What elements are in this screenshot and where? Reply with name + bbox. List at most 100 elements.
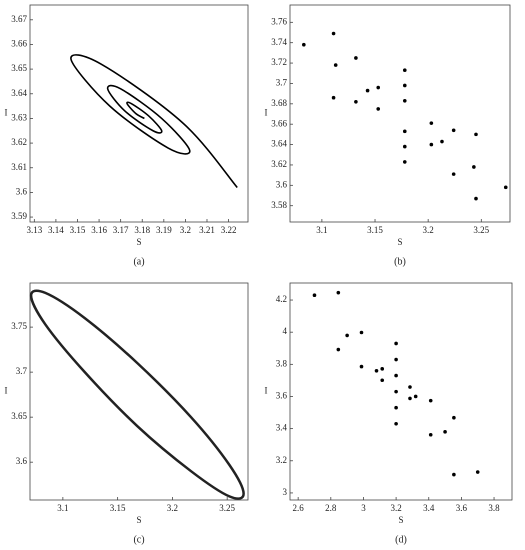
x-tick-label: 3.1 bbox=[57, 503, 68, 513]
point bbox=[394, 405, 398, 410]
y-tick-label: 3.62 bbox=[271, 159, 287, 169]
point bbox=[394, 373, 398, 378]
point bbox=[451, 128, 456, 133]
y-tick-label: 4 bbox=[283, 326, 288, 336]
point bbox=[474, 196, 478, 201]
point bbox=[402, 68, 407, 73]
x-axis-label: S bbox=[136, 515, 141, 525]
x-tick-label: 3.22 bbox=[221, 225, 237, 235]
point bbox=[394, 389, 398, 394]
x-tick-label: 3.8 bbox=[488, 503, 500, 513]
y-tick-label: 3.66 bbox=[11, 39, 27, 49]
y-tick-label: 4.2 bbox=[276, 294, 287, 304]
x-tick-label: 3 bbox=[361, 503, 366, 513]
y-tick-label: 3.7 bbox=[276, 78, 288, 88]
x-tick-label: 3.18 bbox=[134, 225, 150, 235]
y-tick-label: 3.66 bbox=[271, 118, 287, 128]
trajectory bbox=[29, 289, 245, 500]
y-tick-label: 3.76 bbox=[271, 16, 287, 26]
point bbox=[429, 121, 434, 125]
point bbox=[402, 129, 407, 134]
y-tick-label: 3.64 bbox=[11, 88, 27, 98]
y-tick-label: 3.2 bbox=[276, 455, 287, 465]
point bbox=[402, 98, 407, 103]
x-tick-label: 2.8 bbox=[325, 503, 337, 513]
point bbox=[376, 107, 381, 111]
x-tick-label: 3.13 bbox=[26, 225, 42, 235]
point bbox=[336, 347, 341, 352]
x-tick-label: 3.17 bbox=[113, 225, 129, 235]
x-tick-label: 3.6 bbox=[456, 503, 468, 513]
point bbox=[408, 396, 412, 401]
y-tick-label: 3.64 bbox=[271, 139, 287, 149]
y-tick-label: 3.65 bbox=[11, 63, 27, 73]
point bbox=[374, 368, 379, 373]
x-axis-label: S bbox=[398, 515, 403, 525]
panel-caption: (b) bbox=[394, 256, 406, 267]
plot-frame bbox=[289, 4, 511, 223]
point bbox=[359, 364, 364, 369]
y-tick-label: 3.67 bbox=[11, 14, 27, 24]
point bbox=[402, 83, 407, 88]
point bbox=[394, 357, 398, 362]
point bbox=[331, 95, 336, 100]
x-tick-label: 3.2 bbox=[167, 503, 178, 513]
x-tick-label: 3.2 bbox=[390, 503, 401, 513]
x-tick-label: 3.14 bbox=[48, 225, 64, 235]
point bbox=[408, 385, 412, 389]
y-tick-label: 3.75 bbox=[11, 321, 27, 331]
y-tick-label: 3.62 bbox=[11, 137, 27, 147]
point bbox=[475, 470, 480, 474]
point bbox=[359, 330, 364, 335]
x-tick-label: 3.15 bbox=[367, 225, 383, 235]
y-tick-label: 3.58 bbox=[271, 200, 287, 210]
point bbox=[474, 132, 478, 137]
point bbox=[451, 172, 456, 176]
point bbox=[413, 394, 418, 399]
point bbox=[402, 144, 407, 149]
y-tick-label: 3 bbox=[283, 487, 288, 497]
point bbox=[443, 430, 447, 434]
plot-frame bbox=[29, 4, 249, 223]
point bbox=[345, 333, 349, 338]
point bbox=[428, 432, 433, 437]
panel-caption: (c) bbox=[133, 534, 144, 545]
point bbox=[472, 165, 476, 169]
x-axis-label: S bbox=[397, 237, 402, 247]
x-tick-label: 3.1 bbox=[316, 225, 327, 235]
point bbox=[402, 160, 407, 164]
y-tick-label: 3.6 bbox=[16, 456, 28, 466]
x-tick-label: 3.19 bbox=[156, 225, 172, 235]
x-tick-label: 3.16 bbox=[91, 225, 107, 235]
x-tick-label: 3.2 bbox=[423, 225, 434, 235]
point bbox=[394, 341, 398, 346]
point bbox=[380, 378, 385, 383]
x-tick-label: 3.21 bbox=[199, 225, 215, 235]
point bbox=[336, 290, 341, 295]
point bbox=[503, 185, 508, 190]
y-tick-label: 3.63 bbox=[11, 112, 27, 122]
y-tick-label: 3.65 bbox=[11, 411, 27, 421]
y-axis-label: I bbox=[5, 386, 8, 396]
point bbox=[429, 142, 434, 147]
x-tick-label: 3.25 bbox=[473, 225, 489, 235]
trajectory bbox=[70, 54, 238, 188]
y-axis-label: I bbox=[5, 108, 8, 118]
point bbox=[440, 139, 444, 144]
x-tick-label: 2.6 bbox=[293, 503, 305, 513]
y-tick-label: 3.74 bbox=[271, 37, 287, 47]
point bbox=[331, 31, 336, 36]
x-tick-label: 3.4 bbox=[423, 503, 435, 513]
y-tick-label: 3.6 bbox=[276, 391, 288, 401]
point bbox=[312, 293, 317, 298]
x-axis-label: S bbox=[136, 237, 141, 247]
plot-frame bbox=[289, 282, 513, 501]
x-tick-label: 3.25 bbox=[219, 503, 235, 513]
point bbox=[452, 415, 456, 420]
panel-caption: (d) bbox=[395, 534, 407, 545]
point bbox=[380, 367, 385, 371]
y-tick-label: 3.6 bbox=[16, 186, 28, 196]
x-tick-label: 3.15 bbox=[110, 503, 126, 513]
point bbox=[428, 398, 433, 403]
